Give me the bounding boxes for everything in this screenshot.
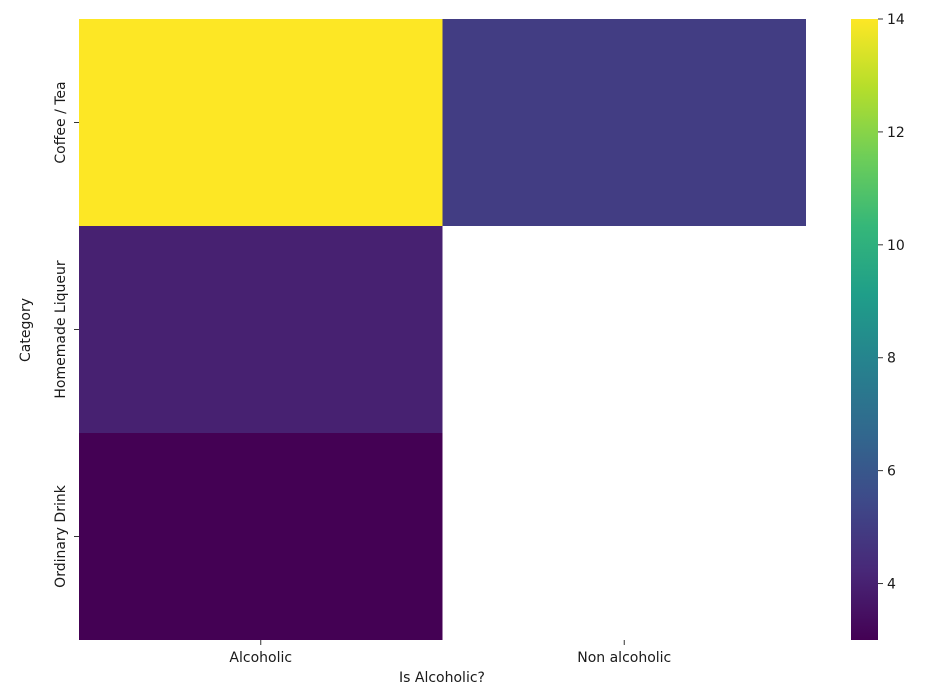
y-tick-label: Homemade Liqueur	[53, 260, 69, 398]
colorbar-gradient	[851, 19, 878, 640]
y-axis-ticks: Coffee / Tea Homemade Liqueur Ordinary Dri…	[53, 81, 79, 588]
colorbar-tick-label: 4	[887, 577, 896, 593]
y-tick-label: Ordinary Drink	[53, 484, 69, 588]
x-axis-label: Is Alcoholic?	[399, 670, 485, 686]
x-tick-label: Non alcoholic	[577, 650, 671, 666]
x-axis-ticks: Alcoholic Non alcoholic	[229, 640, 671, 666]
heatmap-cells	[79, 19, 806, 640]
y-axis-label: Category	[18, 298, 34, 362]
colorbar: 4 6 8 10 12 14	[851, 12, 905, 640]
heatmap-cell	[442, 226, 806, 433]
heatmap-cell	[79, 226, 443, 433]
colorbar-tick-label: 6	[887, 464, 896, 480]
colorbar-tick-label: 8	[887, 351, 896, 367]
x-tick-label: Alcoholic	[229, 650, 292, 666]
colorbar-tick-label: 12	[887, 125, 905, 141]
colorbar-tick-label: 10	[887, 238, 905, 254]
y-tick-label: Coffee / Tea	[53, 81, 69, 163]
heatmap-cell	[442, 433, 806, 640]
heatmap-cell	[79, 19, 443, 226]
heatmap-cell	[79, 433, 443, 640]
colorbar-tick-label: 14	[887, 12, 905, 28]
heatmap-cell	[442, 19, 806, 226]
